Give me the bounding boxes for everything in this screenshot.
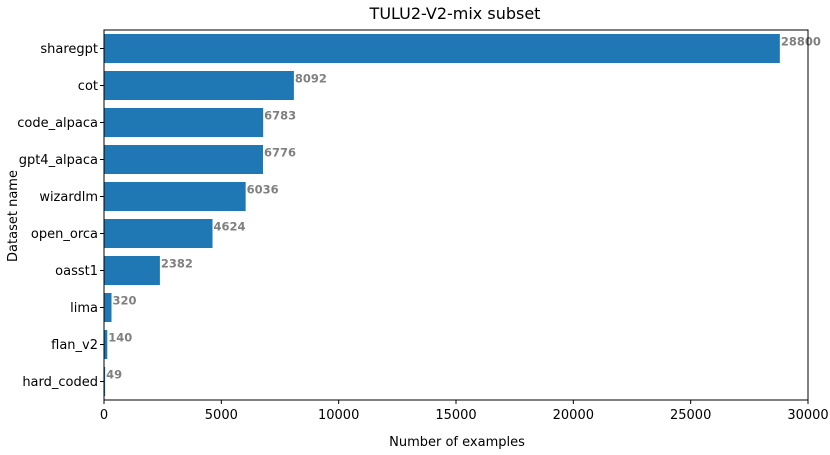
bar-hard_coded (104, 367, 106, 396)
x-axis-label: Number of examples (389, 435, 525, 450)
data-label-oasst1: 2382 (161, 257, 193, 271)
x-tick-label-5000: 5000 (205, 408, 238, 423)
data-label-flan_v2: 140 (108, 331, 132, 345)
y-tick-label-gpt4_alpaca: gpt4_alpaca (19, 153, 98, 168)
y-tick-label-hard_coded: hard_coded (22, 375, 98, 390)
bar-wizardlm (104, 182, 246, 211)
data-label-wizardlm: 6036 (247, 183, 279, 197)
bar-cot (104, 71, 294, 100)
y-tick-label-wizardlm: wizardlm (39, 190, 98, 205)
bar-open_orca (104, 219, 213, 248)
x-tick-label-0: 0 (100, 408, 108, 423)
data-label-gpt4_alpaca: 6776 (264, 146, 296, 160)
x-tick-label-20000: 20000 (553, 408, 594, 423)
y-tick-label-code_alpaca: code_alpaca (17, 116, 98, 131)
bar-gpt4_alpaca (104, 145, 264, 174)
data-label-lima: 320 (113, 294, 137, 308)
y-tick-label-flan_v2: flan_v2 (51, 338, 98, 353)
bar-sharegpt (104, 34, 780, 63)
data-label-sharegpt: 28800 (781, 35, 821, 49)
x-tick-label-25000: 25000 (670, 408, 711, 423)
plot-area: sharegpt 28800 cot 8092 code_alpaca 6783 gpt4_… (17, 29, 829, 423)
x-tick-label-10000: 10000 (318, 408, 359, 423)
data-label-code_alpaca: 6783 (264, 109, 296, 123)
x-tick-label-30000: 30000 (787, 408, 828, 423)
y-tick-label-oasst1: oasst1 (55, 264, 98, 279)
y-tick-label-lima: lima (70, 301, 98, 316)
data-label-cot: 8092 (295, 72, 327, 86)
chart-title: TULU2-V2-mix subset (369, 4, 541, 23)
axes-frame (103, 29, 809, 401)
bar-code_alpaca (104, 108, 264, 137)
data-label-hard_coded: 49 (106, 368, 122, 382)
x-tick-label-15000: 15000 (435, 408, 476, 423)
y-tick-label-open_orca: open_orca (31, 227, 98, 242)
y-tick-label-sharegpt: sharegpt (40, 42, 98, 57)
y-axis-label: Dataset name (6, 170, 21, 262)
bar-oasst1 (104, 256, 160, 285)
y-tick-label-cot: cot (78, 79, 98, 94)
bar-flan_v2 (104, 330, 108, 359)
data-label-open_orca: 4624 (214, 220, 246, 234)
bar-lima (104, 293, 112, 322)
